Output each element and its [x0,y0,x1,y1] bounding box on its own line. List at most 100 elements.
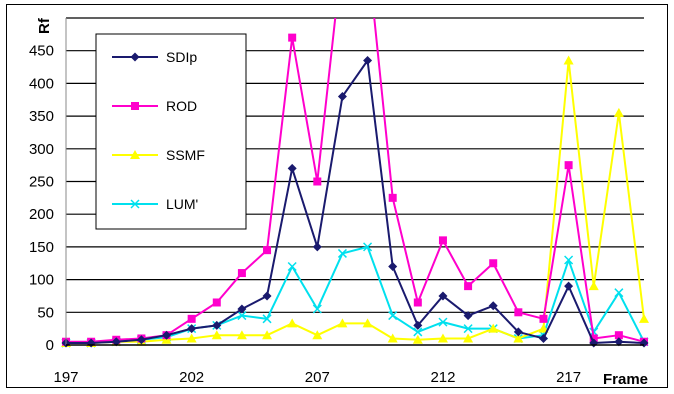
data-point [388,193,397,202]
data-point [438,291,448,301]
data-point [312,304,322,314]
legend-item: SDIp [112,49,197,65]
data-point [438,236,447,245]
legend-marker [131,102,139,110]
y-tick-label: 250 [29,174,54,191]
series-layer [61,18,649,348]
data-point [162,330,172,340]
series-line [66,59,645,345]
legend-item: ROD [112,98,197,114]
data-point [588,281,599,291]
y-tick-label: 200 [29,206,54,223]
data-point [363,56,373,66]
data-point [388,262,398,272]
series-line [66,245,645,345]
legend-label: SDIp [166,49,197,65]
data-point [237,311,247,321]
x-tick-labels: 197 202 207 212 217 [53,369,581,386]
legend-box [95,33,247,230]
y-tick-label: 150 [29,239,54,256]
y-tick-label: 450 [29,43,54,60]
data-point [564,281,574,291]
data-point [212,298,221,307]
x-tick-label: 207 [305,369,330,386]
data-point [413,327,423,337]
data-point [538,323,549,333]
y-tick-label: 300 [29,141,54,158]
data-point [287,318,298,328]
axes [65,18,644,346]
data-point [211,330,222,340]
data-point [262,314,272,324]
y-tick-labels: 0 50 100 150 200 250 300 350 400 450 [29,43,54,354]
data-point [187,324,197,334]
data-point [413,320,423,330]
data-point [413,298,422,307]
x-axis-title: Frame [603,371,648,388]
x-tick-label: 217 [556,369,581,386]
data-point [464,282,473,291]
data-point [564,161,573,170]
series-sdip [61,56,649,348]
data-point [288,33,297,42]
data-point [488,301,498,311]
y-tick-label: 0 [46,337,54,354]
data-point [136,335,146,345]
data-point [437,333,448,343]
data-point [262,330,273,340]
y-tick-label: 100 [29,272,54,289]
data-point [263,246,272,255]
data-point [489,259,498,268]
data-point [513,327,523,337]
data-point [312,330,323,340]
legend-marker [130,52,140,62]
x-tick-label: 212 [430,369,455,386]
data-point [514,308,523,317]
series-lum [61,242,649,348]
data-point [363,242,373,252]
data-point [237,304,247,314]
data-point [614,337,624,347]
legend-marker [130,150,140,159]
legend-item: LUM' [112,196,198,212]
data-point [614,331,623,340]
data-point [111,337,121,347]
legend-item: SSMF [112,147,205,163]
data-point [563,55,574,65]
legend-label: SSMF [166,147,205,163]
data-point [463,324,473,334]
data-point [337,318,348,328]
data-point [236,330,247,340]
legend-marker [130,199,140,209]
y-tick-label: 350 [29,108,54,125]
data-point [362,318,373,328]
data-point [639,313,649,323]
y-tick-label: 50 [37,304,54,321]
data-point [262,291,272,301]
data-point [613,107,624,117]
data-point [337,248,347,258]
x-tick-label: 197 [53,369,78,386]
data-point [488,323,499,333]
legend-label: ROD [166,98,197,114]
series-ssmf [61,55,649,348]
y-tick-label: 400 [29,75,54,92]
data-point [287,163,297,173]
data-point [388,311,398,321]
data-point [312,242,322,252]
data-point [438,317,448,327]
data-point [387,333,398,343]
data-point [513,333,524,343]
legend: SDIp ROD SSMF LUM' [95,33,247,230]
series-line [66,59,645,345]
data-point [186,333,197,343]
data-point [589,334,598,343]
data-point [237,269,246,278]
data-point [212,320,222,330]
y-axis-title: Rf [36,17,53,34]
data-point [614,288,624,298]
data-point [412,334,423,344]
data-point [187,314,196,323]
data-point [337,91,347,101]
